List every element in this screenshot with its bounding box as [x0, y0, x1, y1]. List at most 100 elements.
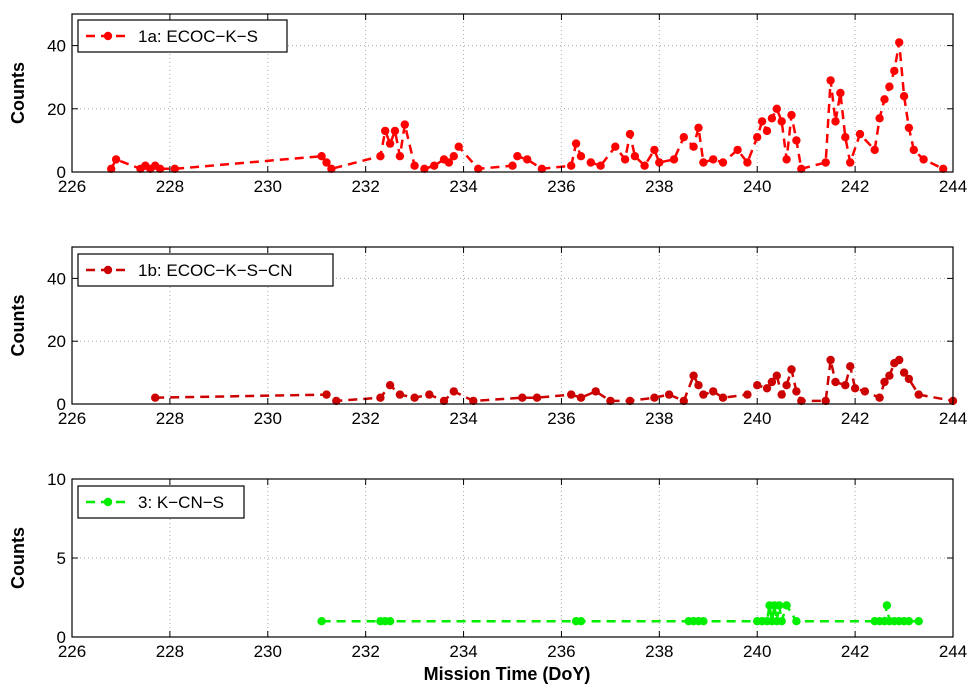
- x-tick-label: 236: [547, 642, 575, 661]
- data-point: [111, 155, 121, 164]
- data-point: [454, 142, 463, 151]
- axes-box: [71, 13, 954, 173]
- legend: 3: K−CN−S: [77, 485, 245, 519]
- data-point: [376, 393, 385, 402]
- x-tick-label: 228: [156, 642, 184, 661]
- data-point: [650, 145, 659, 155]
- data-point: [772, 104, 781, 114]
- data-point: [576, 393, 586, 402]
- y-tick-label: 5: [57, 549, 66, 568]
- data-point: [376, 152, 385, 161]
- data-point: [792, 387, 801, 396]
- data-point: [385, 381, 395, 390]
- data-point: [694, 381, 703, 390]
- data-point: [792, 136, 801, 145]
- data-point: [880, 377, 889, 387]
- data-point: [787, 365, 796, 374]
- data-point: [151, 393, 160, 402]
- x-tick-label: 242: [841, 642, 869, 661]
- series-line: [155, 358, 954, 403]
- x-axis-label: Mission Time (DoY): [424, 664, 591, 684]
- data-point: [919, 155, 928, 164]
- data-point: [664, 390, 674, 399]
- data-point: [155, 164, 165, 173]
- data-point: [855, 129, 865, 139]
- data-point: [395, 390, 405, 399]
- data-point: [846, 158, 855, 167]
- data-point: [420, 164, 429, 173]
- data-point: [821, 396, 830, 406]
- x-tick-label: 232: [351, 177, 379, 196]
- x-tick-label: 226: [58, 409, 86, 428]
- data-point: [777, 117, 786, 126]
- data-point: [410, 161, 419, 170]
- data-point: [836, 88, 845, 98]
- data-point: [909, 145, 918, 155]
- data-point: [939, 164, 948, 173]
- data-point: [611, 142, 620, 151]
- data-point: [733, 145, 742, 155]
- data-point: [655, 158, 664, 167]
- data-point: [322, 158, 331, 167]
- x-tick-label: 236: [547, 409, 575, 428]
- data-point: [841, 381, 850, 390]
- data-point: [537, 164, 547, 173]
- data-point: [591, 387, 600, 396]
- data-point: [753, 133, 762, 142]
- x-tick-label: 232: [351, 642, 379, 661]
- x-tick-label: 244: [939, 177, 967, 196]
- data-point: [831, 377, 840, 387]
- data-point: [762, 384, 772, 393]
- x-tick-label: 240: [743, 642, 771, 661]
- data-point: [718, 158, 728, 167]
- legend-label: 1a: ECOC−K−S: [138, 27, 258, 46]
- data-point: [327, 164, 336, 173]
- y-tick-label: 0: [57, 628, 66, 647]
- data-point: [899, 368, 909, 377]
- data-point: [767, 377, 777, 387]
- panel-1a: 226 228 230 232 234 236 238 240 242 244 0 20 40 Count…: [8, 13, 967, 196]
- data-point: [753, 381, 762, 390]
- data-point: [508, 161, 517, 170]
- series-line: [110, 42, 944, 171]
- data-point: [170, 164, 179, 173]
- data-point: [882, 601, 892, 610]
- data-point: [767, 114, 777, 123]
- data-point: [430, 161, 439, 170]
- data-point: [689, 371, 698, 380]
- data-point: [317, 152, 326, 161]
- legend-box: [77, 19, 288, 53]
- data-point: [797, 396, 806, 406]
- data-point: [699, 617, 708, 626]
- data-point: [772, 371, 781, 380]
- data-point: [332, 396, 341, 406]
- x-tick-label: 234: [449, 409, 477, 428]
- y-tick-label: 10: [47, 470, 66, 489]
- panel-3: 226 228 230 232 234 236 238 240 242 244 0 5 10 Counts…: [8, 470, 967, 661]
- data-point: [743, 390, 752, 399]
- data-point: [381, 126, 390, 136]
- data-point: [880, 95, 889, 104]
- data-point: [322, 390, 331, 399]
- data-point: [826, 76, 835, 85]
- x-tick-label: 232: [351, 409, 379, 428]
- data-point: [523, 155, 532, 164]
- data-point: [841, 133, 850, 142]
- data-point: [762, 126, 772, 136]
- x-tick-label: 244: [939, 642, 967, 661]
- data-point: [410, 393, 419, 402]
- data-point: [474, 164, 483, 173]
- axes-box: [71, 246, 954, 405]
- data-point: [775, 601, 784, 610]
- x-tick-label: 244: [939, 409, 967, 428]
- x-tick-label: 230: [254, 409, 282, 428]
- data-point: [757, 117, 767, 126]
- data-point: [513, 152, 522, 161]
- data-point: [777, 617, 786, 626]
- legend-marker: [103, 497, 113, 507]
- data-point: [875, 393, 884, 402]
- data-point: [821, 158, 830, 167]
- data-point: [885, 371, 894, 380]
- x-tick-label: 240: [743, 177, 771, 196]
- data-point: [650, 393, 659, 402]
